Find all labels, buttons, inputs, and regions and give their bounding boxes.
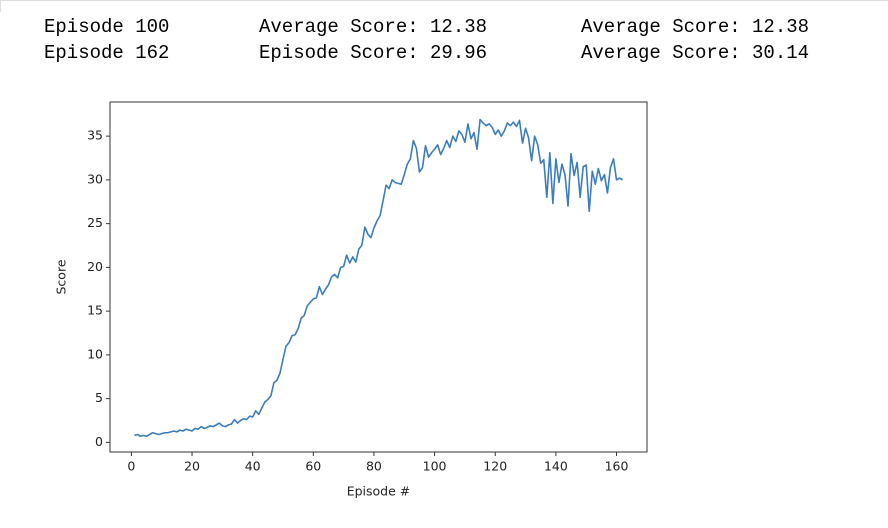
- chart: 0 20 40 60 80 100 120 140 160 0 5 10 15 20 25 30 35 Episo…: [54, 101, 648, 499]
- y-tick-label: 20: [87, 259, 103, 274]
- log-text: Average Score: 12.38: [259, 16, 487, 38]
- y-tick-label: 0: [95, 434, 103, 449]
- y-tick-label: 15: [87, 303, 103, 318]
- log-text: Average Score: 12.38: [581, 16, 809, 38]
- x-tick-label: 100: [423, 459, 447, 474]
- x-tick-label: 0: [127, 459, 135, 474]
- x-axis-label: Episode #: [347, 484, 411, 499]
- x-tick-label: 20: [184, 459, 200, 474]
- y-tick-label: 25: [87, 215, 103, 230]
- x-tick-label: 60: [305, 459, 321, 474]
- x-tick-label: 40: [245, 459, 261, 474]
- x-tick-label: 120: [483, 459, 507, 474]
- x-tick-label: 140: [544, 459, 568, 474]
- log-output: Episode 100 Average Score: 12.38 Average S…: [44, 16, 809, 64]
- y-tick-label: 5: [95, 390, 103, 405]
- y-tick-label: 10: [87, 346, 103, 361]
- y-axis-label: Score: [54, 259, 69, 294]
- score-line: [134, 118, 623, 438]
- y-tick-label: 35: [87, 128, 103, 143]
- log-text: Episode Score: 29.96: [259, 42, 487, 64]
- y-tick-label: 30: [87, 171, 103, 186]
- x-tick-label: 80: [366, 459, 382, 474]
- log-text: Average Score: 30.14: [581, 42, 809, 64]
- log-text: Episode 100: [44, 16, 169, 38]
- axes-frame: [109, 101, 648, 453]
- log-text: Episode 162: [44, 42, 169, 64]
- x-tick-label: 160: [605, 459, 629, 474]
